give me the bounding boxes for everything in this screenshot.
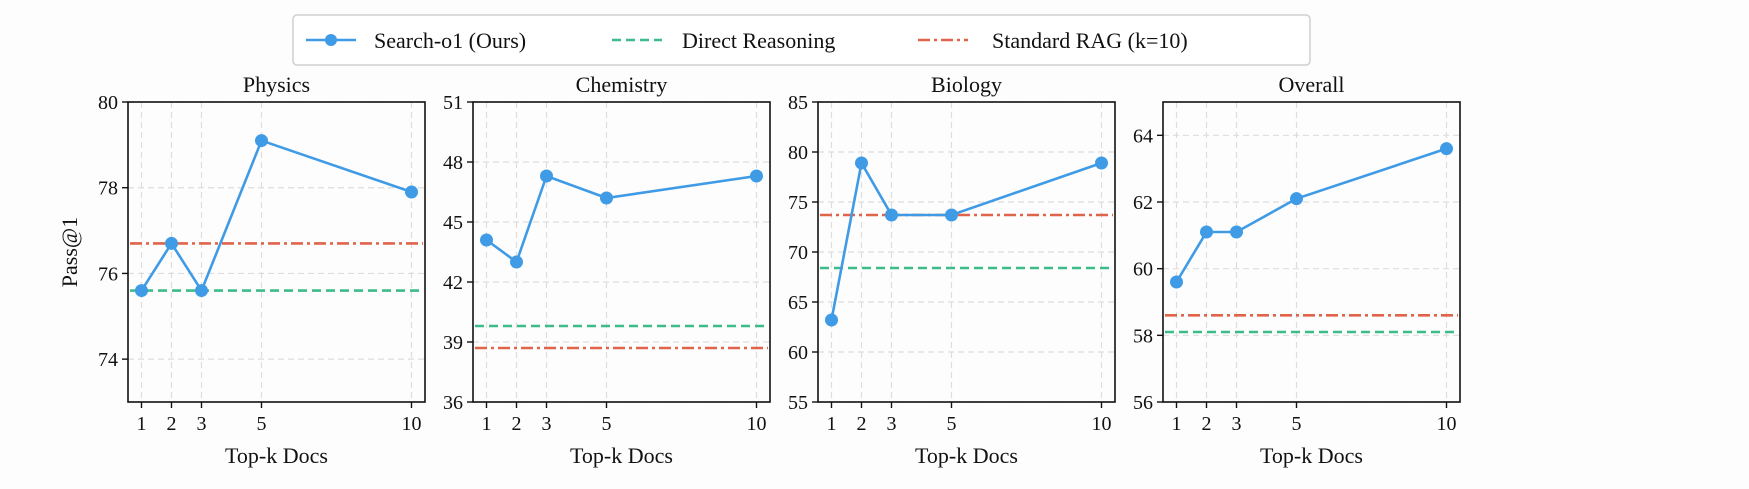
panel-physics: 74 76 78 80 1 2 3 5 10 Physics Top-k Docs Pass@1: [57, 72, 426, 468]
data-point: [855, 156, 868, 170]
x-axis-label: Top-k Docs: [1260, 443, 1363, 468]
panel-title: Overall: [1279, 72, 1345, 97]
x-tick-label: 5: [602, 413, 612, 435]
data-point: [510, 255, 523, 269]
data-point: [885, 208, 898, 222]
y-axis-label: Pass@1: [57, 217, 82, 287]
x-axis-label: Top-k Docs: [225, 443, 328, 468]
y-tick-label: 70: [788, 242, 808, 264]
legend-item-direct-reasoning: Direct Reasoning: [612, 28, 835, 53]
x-tick-label: 5: [257, 413, 267, 435]
data-point: [165, 236, 178, 250]
axes-frame: [1162, 101, 1461, 403]
data-point: [135, 284, 148, 298]
panel-title: Chemistry: [576, 72, 668, 97]
panel-title: Physics: [243, 72, 310, 97]
legend: Search-o1 (Ours) Direct Reasoning Standa…: [292, 14, 1311, 66]
data-point: [1230, 225, 1243, 239]
x-tick-label: 10: [402, 413, 422, 435]
x-tick-label: 2: [512, 413, 522, 435]
y-tick-label: 76: [98, 263, 118, 285]
y-tick-label: 85: [788, 92, 808, 114]
y-tick-label: 75: [788, 192, 808, 214]
x-tick-label: 10: [1437, 413, 1457, 435]
y-tick-label: 48: [443, 152, 463, 174]
legend-box: [292, 14, 1311, 66]
data-point: [480, 233, 493, 247]
x-tick-label: 5: [1292, 413, 1302, 435]
panel-title: Biology: [931, 72, 1002, 97]
x-tick-label: 2: [167, 413, 177, 435]
x-tick-label: 1: [482, 413, 492, 435]
y-tick-label: 42: [443, 272, 463, 294]
data-point: [405, 185, 418, 199]
panel-overall: 56 58 60 62 64 1 2 3 5 10 Overall Top-k Docs: [1133, 72, 1461, 468]
data-point: [1440, 142, 1453, 156]
x-tick-label: 3: [197, 413, 207, 435]
x-tick-label: 2: [857, 413, 867, 435]
data-point: [1170, 275, 1183, 289]
y-tick-label: 74: [98, 349, 118, 371]
y-tick-label: 55: [788, 392, 808, 414]
x-tick-label: 10: [1092, 413, 1112, 435]
data-point: [750, 169, 763, 183]
y-tick-label: 80: [788, 142, 808, 164]
y-tick-label: 36: [443, 392, 463, 414]
legend-label: Search-o1 (Ours): [374, 28, 526, 53]
data-point: [255, 134, 268, 148]
search-o1-line: [1175, 147, 1447, 283]
data-point: [825, 313, 838, 327]
x-tick-label: 3: [887, 413, 897, 435]
data-point: [945, 208, 958, 222]
y-tick-label: 80: [98, 92, 118, 114]
x-tick-label: 5: [947, 413, 957, 435]
legend-label: Standard RAG (k=10): [992, 28, 1188, 53]
y-tick-label: 60: [1133, 259, 1153, 281]
y-tick-label: 56: [1133, 392, 1153, 414]
x-tick-label: 1: [827, 413, 837, 435]
search-o1-line: [485, 174, 757, 265]
axes-frame: [127, 101, 426, 403]
search-o1-line: [830, 159, 1102, 321]
data-point: [600, 191, 613, 205]
x-tick-label: 1: [1172, 413, 1182, 435]
data-point: [1095, 156, 1108, 170]
x-axis-label: Top-k Docs: [570, 443, 673, 468]
panel-biology: 55 60 65 70 75 80 85 1 2 3 5 10 Biology Top-k Docs: [788, 72, 1116, 468]
x-tick-label: 2: [1202, 413, 1212, 435]
legend-item-search-o1: Search-o1 (Ours): [306, 28, 526, 53]
y-tick-label: 64: [1133, 125, 1153, 147]
x-tick-label: 3: [1232, 413, 1242, 435]
y-tick-label: 78: [98, 178, 118, 200]
data-point: [1200, 225, 1213, 239]
x-tick-label: 1: [137, 413, 147, 435]
x-tick-label: 10: [747, 413, 767, 435]
data-point: [540, 169, 553, 183]
y-tick-label: 62: [1133, 192, 1153, 214]
y-tick-label: 58: [1133, 325, 1153, 347]
y-tick-label: 45: [443, 212, 463, 234]
y-tick-label: 39: [443, 332, 463, 354]
legend-item-standard-rag: Standard RAG (k=10): [918, 28, 1188, 53]
data-point: [195, 284, 208, 298]
data-point: [1290, 192, 1303, 206]
search-o1-line: [140, 138, 412, 294]
y-tick-label: 65: [788, 292, 808, 314]
y-tick-label: 60: [788, 342, 808, 364]
panel-chemistry: 36 39 42 45 48 51 1 2 3 5 10 Chemistry Top-k Docs: [443, 72, 771, 468]
legend-label: Direct Reasoning: [682, 28, 835, 53]
legend-marker-icon: [325, 34, 337, 46]
x-axis-label: Top-k Docs: [915, 443, 1018, 468]
x-tick-label: 3: [542, 413, 552, 435]
axes-frame: [472, 101, 771, 403]
y-tick-label: 51: [443, 92, 463, 114]
